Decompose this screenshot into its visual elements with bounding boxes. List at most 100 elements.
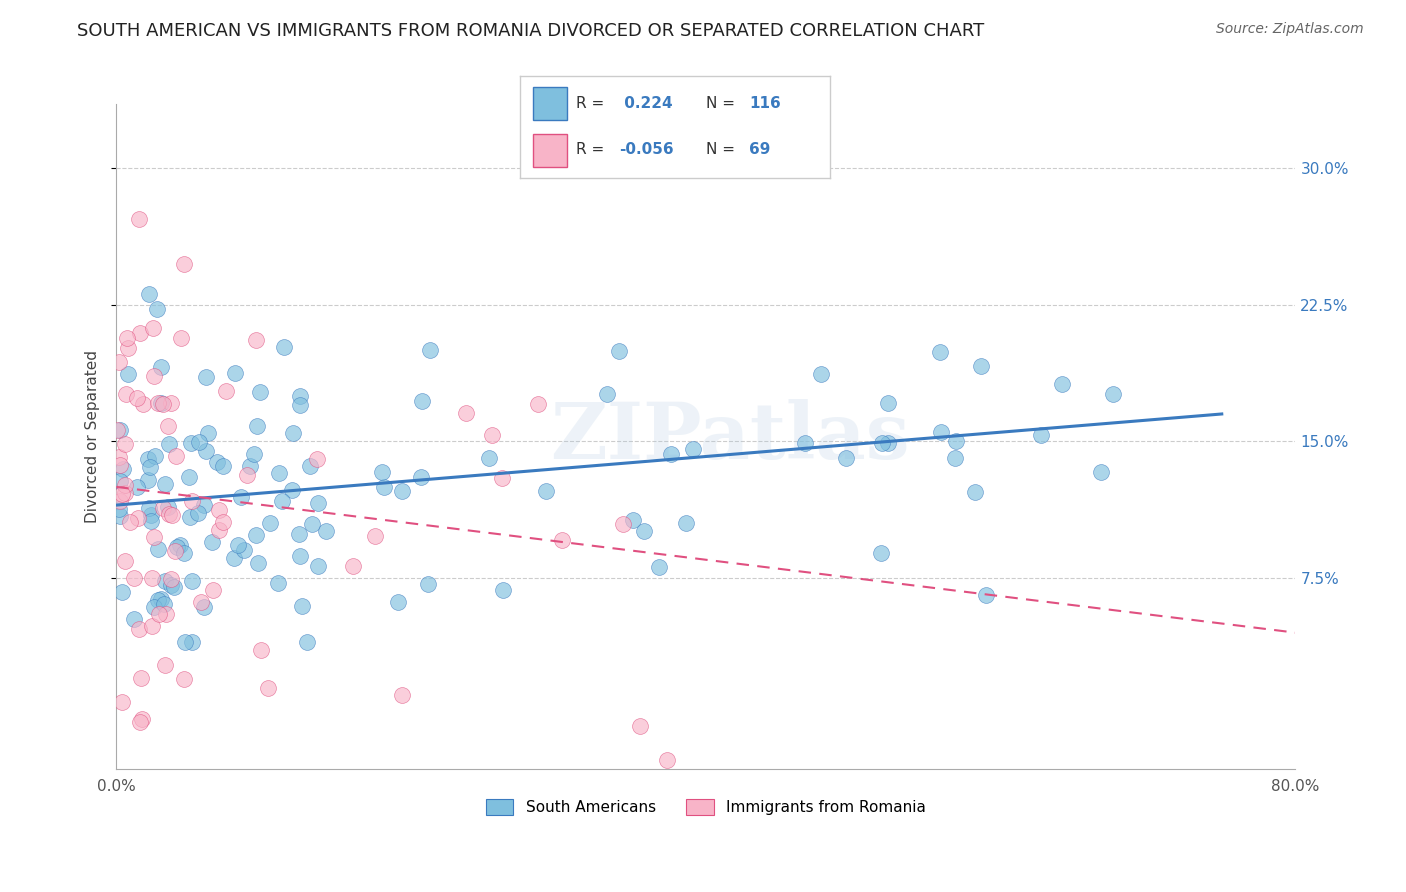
Point (160, 578, 183, 592)
Point (143, 369, 166, 384)
Point (173, 634, 195, 648)
Point (120, 515, 142, 529)
Point (870, 546, 893, 560)
Point (246, 556, 269, 570)
Point (129, 715, 152, 730)
Point (136, 473, 159, 487)
Point (146, 396, 169, 410)
Point (177, 470, 200, 484)
Point (108, 508, 131, 523)
Point (142, 531, 165, 545)
Point (173, 546, 195, 560)
Point (170, 331, 193, 345)
Point (246, 418, 269, 433)
Point (150, 396, 173, 410)
Point (271, 494, 294, 508)
Point (195, 369, 218, 384)
Text: N =: N = (706, 96, 735, 111)
Point (157, 419, 180, 434)
Point (128, 326, 150, 341)
Point (114, 437, 136, 451)
Point (132, 397, 155, 411)
Point (131, 712, 153, 726)
Point (110, 494, 132, 508)
Point (173, 672, 195, 686)
Point (111, 585, 134, 599)
Point (114, 485, 136, 500)
Point (108, 501, 131, 516)
Point (138, 500, 160, 515)
Point (607, 344, 630, 359)
Point (267, 575, 290, 590)
Point (190, 595, 212, 609)
Text: ZIPatlas: ZIPatlas (550, 399, 910, 475)
Point (492, 583, 515, 598)
Point (114, 477, 136, 491)
Point (180, 436, 202, 450)
Point (122, 612, 145, 626)
Point (181, 494, 204, 508)
Point (963, 484, 986, 499)
Point (628, 719, 651, 733)
Point (187, 506, 209, 520)
Point (301, 517, 323, 532)
Text: SOUTH AMERICAN VS IMMIGRANTS FROM ROMANIA DIVORCED OR SEPARATED CORRELATION CHAR: SOUTH AMERICAN VS IMMIGRANTS FROM ROMANI… (77, 22, 984, 40)
Point (290, 398, 312, 412)
Point (187, 435, 209, 450)
Point (169, 538, 191, 552)
Point (139, 459, 162, 474)
Point (969, 359, 991, 374)
Point (419, 343, 441, 357)
Point (208, 523, 231, 537)
Point (1029, 428, 1052, 442)
Point (215, 384, 238, 398)
Point (146, 302, 169, 317)
Point (143, 449, 166, 463)
Point (245, 527, 267, 541)
Point (299, 458, 322, 473)
Point (197, 425, 219, 440)
Point (290, 389, 312, 403)
Point (110, 474, 132, 488)
Point (179, 509, 201, 524)
Text: Source: ZipAtlas.com: Source: ZipAtlas.com (1216, 22, 1364, 37)
Point (160, 508, 183, 522)
Text: N =: N = (706, 142, 735, 157)
Point (391, 483, 413, 498)
Point (152, 597, 174, 611)
Point (307, 452, 329, 467)
Point (675, 516, 697, 530)
Point (810, 367, 832, 381)
Point (290, 599, 312, 614)
Point (155, 607, 177, 622)
Point (288, 549, 311, 564)
Point (105, 423, 128, 437)
Point (621, 513, 644, 527)
Point (534, 483, 557, 498)
Point (122, 570, 145, 584)
Point (269, 466, 291, 480)
Point (128, 212, 150, 227)
Point (111, 695, 134, 709)
Bar (533, 87, 567, 120)
Point (128, 622, 150, 636)
Point (364, 529, 387, 543)
Point (146, 593, 169, 607)
Point (157, 507, 180, 521)
Point (139, 508, 162, 522)
Point (793, 435, 815, 450)
Point (596, 386, 619, 401)
Point (159, 396, 181, 410)
Point (633, 524, 655, 538)
Point (114, 554, 136, 568)
Text: 69: 69 (749, 142, 770, 157)
Point (416, 577, 439, 591)
Point (108, 423, 131, 437)
Point (201, 583, 224, 598)
Point (138, 286, 160, 301)
Point (870, 436, 893, 450)
Point (224, 366, 246, 380)
Point (127, 511, 149, 525)
Point (481, 428, 503, 442)
Point (146, 542, 169, 557)
